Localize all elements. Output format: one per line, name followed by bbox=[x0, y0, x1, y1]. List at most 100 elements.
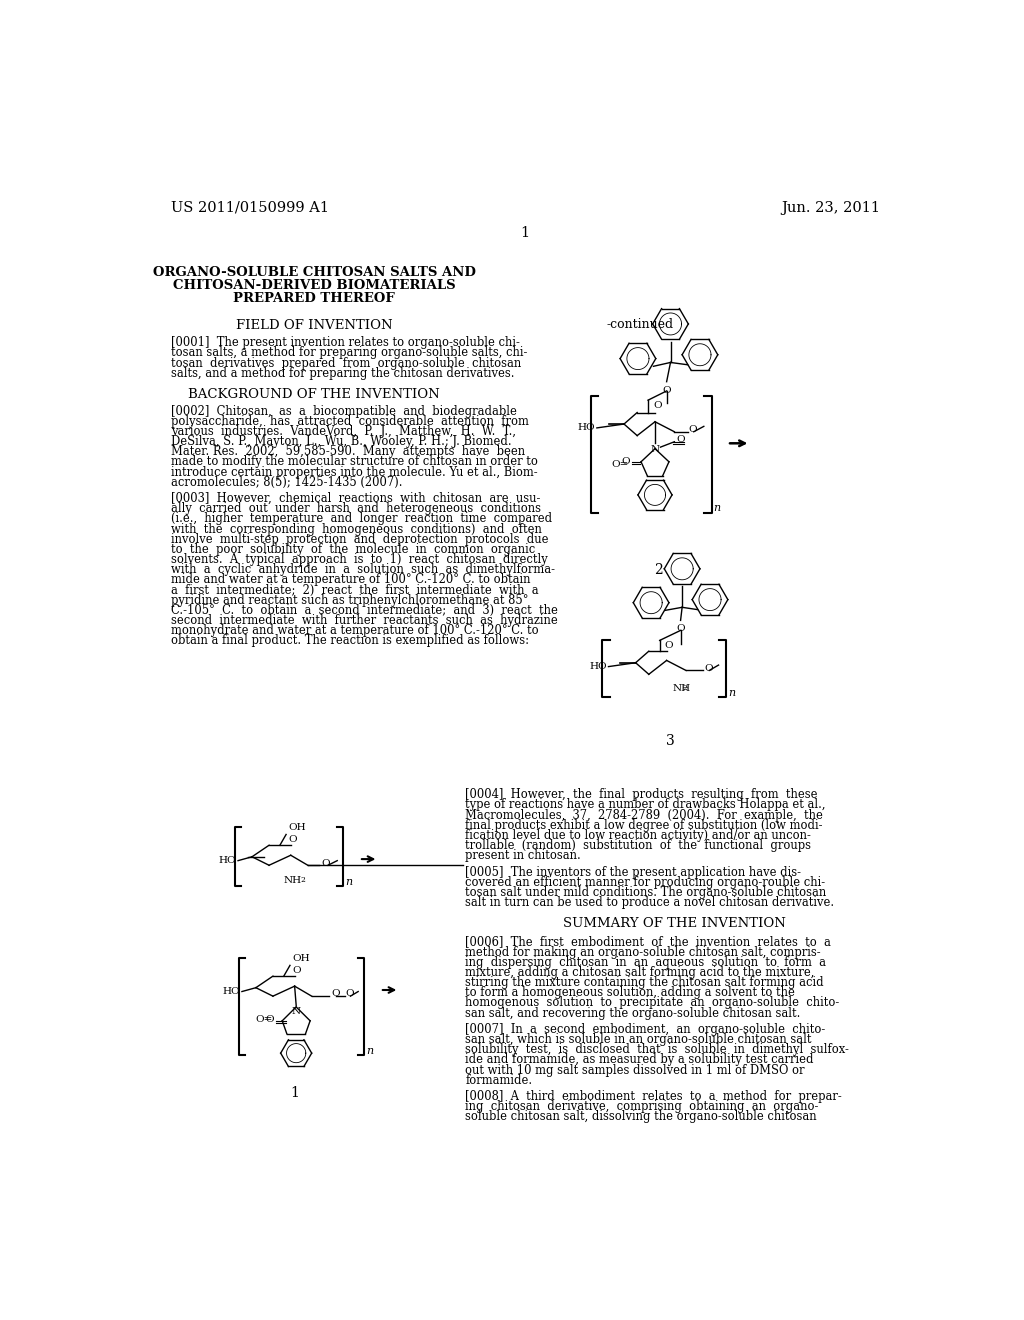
Text: method for making an organo-soluble chitosan salt, compris-: method for making an organo-soluble chit… bbox=[465, 945, 821, 958]
Text: ally  carried  out  under  harsh  and  heterogeneous  conditions: ally carried out under harsh and heterog… bbox=[171, 503, 541, 515]
Text: [0005]  The inventors of the present application have dis-: [0005] The inventors of the present appl… bbox=[465, 866, 801, 879]
Text: OH: OH bbox=[292, 954, 310, 964]
Text: O: O bbox=[622, 457, 630, 466]
Text: SUMMARY OF THE INVENTION: SUMMARY OF THE INVENTION bbox=[563, 917, 785, 931]
Text: O=: O= bbox=[256, 1015, 273, 1024]
Text: made to modify the molecular structure of chitosan in order to: made to modify the molecular structure o… bbox=[171, 455, 538, 469]
Text: HO: HO bbox=[219, 857, 237, 865]
Text: O: O bbox=[266, 1015, 274, 1024]
Text: 2: 2 bbox=[683, 684, 688, 692]
Text: Macromolecules,  37,  2784-2789  (2004).  For  example,  the: Macromolecules, 37, 2784-2789 (2004). Fo… bbox=[465, 809, 823, 821]
Text: US 2011/0150999 A1: US 2011/0150999 A1 bbox=[171, 201, 329, 215]
Text: salt in turn can be used to produce a novel chitosan derivative.: salt in turn can be used to produce a no… bbox=[465, 896, 835, 909]
Text: O: O bbox=[322, 859, 331, 869]
Text: trollable  (random)  substitution  of  the  functional  groups: trollable (random) substitution of the f… bbox=[465, 840, 811, 853]
Text: O: O bbox=[676, 624, 685, 634]
Text: type of reactions have a number of drawbacks Holappa et al.,: type of reactions have a number of drawb… bbox=[465, 799, 825, 812]
Text: with  the  corresponding  homogeneous  conditions)  and  often: with the corresponding homogeneous condi… bbox=[171, 523, 542, 536]
Text: O: O bbox=[676, 436, 685, 444]
Text: O: O bbox=[653, 401, 662, 411]
Text: san salt, which is soluble in an organo-soluble chitosan salt: san salt, which is soluble in an organo-… bbox=[465, 1034, 812, 1047]
Text: O: O bbox=[293, 966, 301, 974]
Text: stirring the mixture containing the chitosan salt forming acid: stirring the mixture containing the chit… bbox=[465, 977, 823, 989]
Text: HO: HO bbox=[223, 987, 241, 997]
Text: 3: 3 bbox=[667, 734, 675, 748]
Text: n: n bbox=[713, 503, 720, 513]
Text: covered an efficient manner for producing organo-rouble chi-: covered an efficient manner for producin… bbox=[465, 875, 825, 888]
Text: O: O bbox=[345, 990, 353, 998]
Text: ORGANO-SOLUBLE CHITOSAN SALTS AND: ORGANO-SOLUBLE CHITOSAN SALTS AND bbox=[153, 267, 475, 280]
Text: pyridine and reactant such as triphenylchloromethane at 85°: pyridine and reactant such as triphenylc… bbox=[171, 594, 528, 607]
Text: C.-105°  C.  to  obtain  a  second  intermediate;  and  3)  react  the: C.-105° C. to obtain a second intermedia… bbox=[171, 605, 557, 616]
Text: ide and formamide, as measured by a solubility test carried: ide and formamide, as measured by a solu… bbox=[465, 1053, 814, 1067]
Text: tosan salts, a method for preparing organo-soluble salts, chi-: tosan salts, a method for preparing orga… bbox=[171, 346, 527, 359]
Text: solubility  test,  is  disclosed  that  is  soluble  in  dimethyl  sulfox-: solubility test, is disclosed that is so… bbox=[465, 1043, 849, 1056]
Text: mixture, adding a chitosan salt forming acid to the mixture,: mixture, adding a chitosan salt forming … bbox=[465, 966, 814, 979]
Text: salts, and a method for preparing the chitosan derivatives.: salts, and a method for preparing the ch… bbox=[171, 367, 514, 380]
Text: N: N bbox=[292, 1007, 301, 1016]
Text: solvents.  A  typical  approach  is  to  1)  react  chitosan  directly: solvents. A typical approach is to 1) re… bbox=[171, 553, 548, 566]
Text: tosan  derivatives  prepared  from  organo-soluble  chitosan: tosan derivatives prepared from organo-s… bbox=[171, 356, 521, 370]
Text: [0006]  The  first  embodiment  of  the  invention  relates  to  a: [0006] The first embodiment of the inven… bbox=[465, 936, 831, 949]
Text: 2: 2 bbox=[654, 562, 664, 577]
Text: OH: OH bbox=[289, 824, 306, 832]
Text: O: O bbox=[665, 640, 673, 649]
Text: Mater. Res.  2002,  59,585-590.  Many  attempts  have  been: Mater. Res. 2002, 59,585-590. Many attem… bbox=[171, 445, 524, 458]
Text: (i.e.,  higher  temperature  and  longer  reaction  time  compared: (i.e., higher temperature and longer rea… bbox=[171, 512, 552, 525]
Text: involve  multi-step  protection  and  deprotection  protocols  due: involve multi-step protection and deprot… bbox=[171, 533, 548, 545]
Text: various  industries.  VandeVord,  P.  J.,  Matthew,  H.  W.  T.,: various industries. VandeVord, P. J., Ma… bbox=[171, 425, 516, 438]
Text: acromolecules; 8(5); 1425-1435 (2007).: acromolecules; 8(5); 1425-1435 (2007). bbox=[171, 475, 402, 488]
Text: ing  dispersing  chitosan  in  an  aqueous  solution  to  form  a: ing dispersing chitosan in an aqueous so… bbox=[465, 956, 826, 969]
Text: 1: 1 bbox=[290, 1086, 299, 1101]
Text: n: n bbox=[366, 1045, 373, 1056]
Text: O: O bbox=[688, 425, 697, 434]
Text: [0001]  The present invention relates to organo-soluble chi-: [0001] The present invention relates to … bbox=[171, 337, 519, 350]
Text: [0002]  Chitosan,  as  a  biocompatible  and  biodegradable: [0002] Chitosan, as a biocompatible and … bbox=[171, 405, 516, 417]
Text: san salt, and recovering the organo-soluble chitosan salt.: san salt, and recovering the organo-solu… bbox=[465, 1007, 801, 1019]
Text: N: N bbox=[650, 445, 659, 454]
Text: formamide.: formamide. bbox=[465, 1073, 532, 1086]
Text: soluble chitosan salt, dissolving the organo-soluble chitosan: soluble chitosan salt, dissolving the or… bbox=[465, 1110, 817, 1123]
Text: BACKGROUND OF THE INVENTION: BACKGROUND OF THE INVENTION bbox=[188, 388, 440, 401]
Text: O: O bbox=[331, 990, 340, 998]
Text: PREPARED THEREOF: PREPARED THEREOF bbox=[233, 293, 395, 305]
Text: ing  chitosan  derivative,  comprising  obtaining  an  organo-: ing chitosan derivative, comprising obta… bbox=[465, 1101, 818, 1113]
Text: a  first  intermediate;  2)  react  the  first  intermediate  with  a: a first intermediate; 2) react the first… bbox=[171, 583, 539, 597]
Text: [0007]  In  a  second  embodiment,  an  organo-soluble  chito-: [0007] In a second embodiment, an organo… bbox=[465, 1023, 825, 1036]
Text: DeSilva, S. P., Mayton, L., Wu, B., Wooley, P. H.; J. Biomed.: DeSilva, S. P., Mayton, L., Wu, B., Wool… bbox=[171, 436, 511, 447]
Text: [0008]  A  third  embodiment  relates  to  a  method  for  prepar-: [0008] A third embodiment relates to a m… bbox=[465, 1090, 842, 1104]
Text: [0003]  However,  chemical  reactions  with  chitosan  are  usu-: [0003] However, chemical reactions with … bbox=[171, 492, 540, 506]
Text: mide and water at a temperature of 100° C.-120° C. to obtain: mide and water at a temperature of 100° … bbox=[171, 573, 530, 586]
Text: final products exhibit a low degree of substitution (low modi-: final products exhibit a low degree of s… bbox=[465, 818, 822, 832]
Text: 1: 1 bbox=[520, 226, 529, 240]
Text: O: O bbox=[289, 834, 297, 843]
Text: with  a  cyclic  anhydride  in  a  solution  such  as  dimethylforma-: with a cyclic anhydride in a solution su… bbox=[171, 564, 555, 577]
Text: HO: HO bbox=[590, 663, 607, 671]
Text: [0004]  However,  the  final  products  resulting  from  these: [0004] However, the final products resul… bbox=[465, 788, 817, 801]
Text: n: n bbox=[345, 876, 352, 887]
Text: polysaccharide,  has  attracted  considerable  attention  from: polysaccharide, has attracted considerab… bbox=[171, 414, 528, 428]
Text: fication level due to low reaction activity) and/or an uncon-: fication level due to low reaction activ… bbox=[465, 829, 811, 842]
Text: homogenous  solution  to  precipitate  an  organo-soluble  chito-: homogenous solution to precipitate an or… bbox=[465, 997, 840, 1010]
Text: O: O bbox=[663, 385, 671, 395]
Text: present in chitosan.: present in chitosan. bbox=[465, 849, 581, 862]
Text: O=: O= bbox=[611, 459, 629, 469]
Text: introduce certain properties into the molecule. Yu et al., Biom-: introduce certain properties into the mo… bbox=[171, 466, 538, 479]
Text: HO: HO bbox=[578, 424, 595, 433]
Text: second  intermediate  with  further  reactants  such  as  hydrazine: second intermediate with further reactan… bbox=[171, 614, 557, 627]
Text: n: n bbox=[728, 688, 735, 698]
Text: tosan salt under mild conditions. The organo-soluble chitosan: tosan salt under mild conditions. The or… bbox=[465, 886, 826, 899]
Text: to form a homogeneous solution, adding a solvent to the: to form a homogeneous solution, adding a… bbox=[465, 986, 795, 999]
Text: -continued: -continued bbox=[607, 318, 674, 331]
Text: monohydrate and water at a temperature of 100° C.-120° C. to: monohydrate and water at a temperature o… bbox=[171, 624, 539, 638]
Text: O: O bbox=[705, 664, 714, 673]
Text: FIELD OF INVENTION: FIELD OF INVENTION bbox=[236, 319, 392, 333]
Text: 2: 2 bbox=[300, 876, 305, 884]
Text: NH: NH bbox=[284, 876, 301, 884]
Text: NH: NH bbox=[672, 684, 690, 693]
Text: Jun. 23, 2011: Jun. 23, 2011 bbox=[780, 201, 880, 215]
Text: out with 10 mg salt samples dissolved in 1 ml of DMSO or: out with 10 mg salt samples dissolved in… bbox=[465, 1064, 805, 1077]
Text: to  the  poor  solubility  of  the  molecule  in  common  organic: to the poor solubility of the molecule i… bbox=[171, 543, 535, 556]
Text: CHITOSAN-DERIVED BIOMATERIALS: CHITOSAN-DERIVED BIOMATERIALS bbox=[173, 280, 456, 292]
Text: obtain a final product. The reaction is exemplified as follows:: obtain a final product. The reaction is … bbox=[171, 635, 528, 647]
